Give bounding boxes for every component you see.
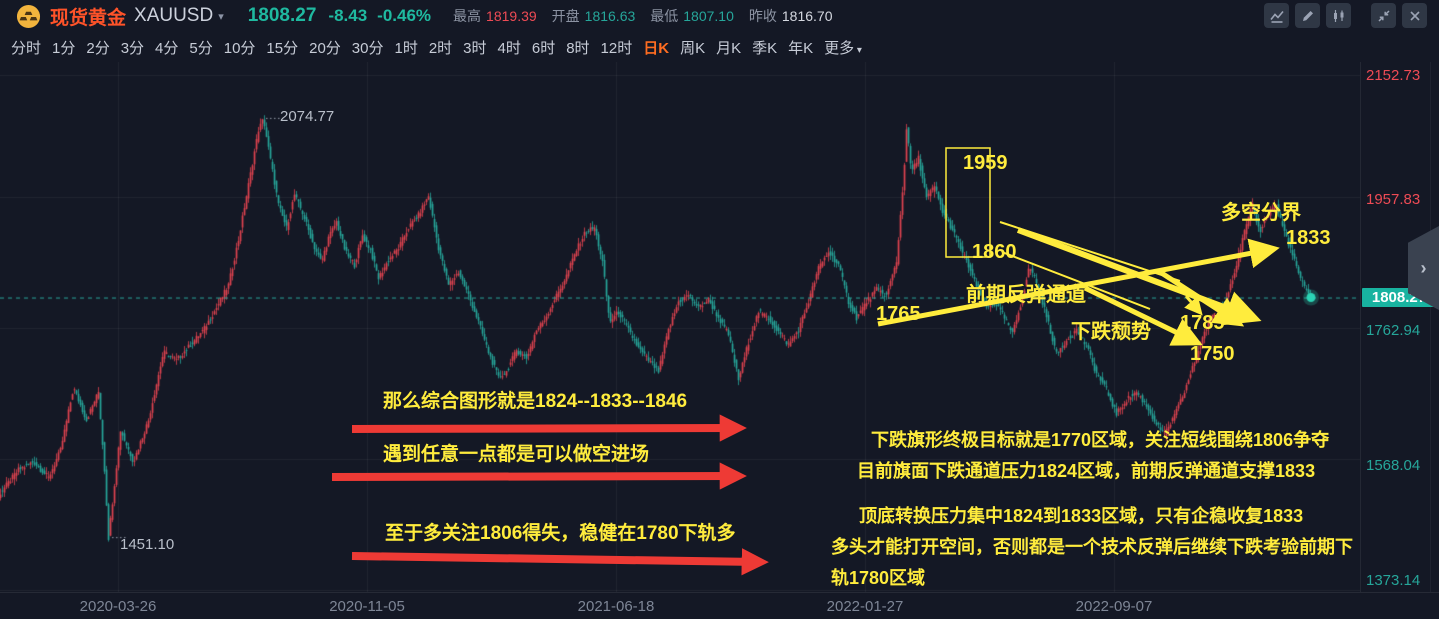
level-1750: 1750 (1190, 343, 1235, 365)
session-stats: 最高 1819.39 开盘 1816.63 最低 1807.10 昨收 1816.70 (453, 6, 847, 26)
tab-1分[interactable]: 1分 (52, 39, 76, 57)
price-axis-divider (1360, 62, 1361, 592)
downtrend-label: 下跌颓势 (1071, 321, 1151, 343)
symbol-name: 现货黄金 (50, 7, 127, 29)
note-top-bottom: 顶底转换压力集中1824到1833区域，只有企稳收复1833 (859, 506, 1304, 526)
stat-label: 昨收 (748, 8, 777, 24)
price-tick-1762.94: 1762.94 (1366, 322, 1421, 339)
tab-3分[interactable]: 3分 (120, 39, 145, 57)
stat-3: 昨收 1816.70 (749, 6, 833, 26)
draw-icon (1302, 10, 1313, 21)
note-rail-1780: 轨1780区域 (831, 568, 926, 588)
tab-6时[interactable]: 6时 (531, 39, 556, 57)
rebound-channel-label: 前期反弹通道 (966, 284, 1086, 306)
indicator-button[interactable] (1264, 3, 1289, 28)
stat-label: 开盘 (551, 8, 580, 24)
candle-style-icon (1333, 9, 1343, 22)
tab-分时[interactable]: 分时 (11, 39, 42, 57)
note-bulls-space: 多头才能打开空间，否则都是一个技术反弹后继续下跌考验前期下 (831, 537, 1353, 557)
right-edge-divider (1430, 62, 1431, 592)
date-tick-2020-03-26: 2020-03-26 (79, 598, 157, 615)
stat-value: 1819.39 (486, 8, 537, 24)
chart-toolbar (1258, 3, 1427, 28)
price-tick-1568.04: 1568.04 (1366, 457, 1421, 474)
note-combined-levels: 那么综合图形就是1824--1833--1846 (383, 391, 688, 412)
level-1833: 1833 (1286, 227, 1331, 249)
stat-1: 开盘 1816.63 (552, 6, 636, 26)
tab-日K[interactable]: 日K (643, 39, 670, 57)
tab-5分[interactable]: 5分 (189, 39, 213, 57)
tab-4分[interactable]: 4分 (155, 39, 179, 57)
note-flag-pressure: 目前旗面下跌通道压力1824区域，前期反弹通道支撑1833 (857, 461, 1316, 481)
collapse-button[interactable] (1371, 3, 1396, 28)
tab-more[interactable]: 更多 (824, 37, 862, 58)
tab-年K[interactable]: 年K (788, 39, 814, 57)
gold-logo-icon (16, 4, 41, 28)
close-button[interactable] (1402, 3, 1427, 28)
level-1860: 1860 (972, 241, 1017, 263)
tab-4时[interactable]: 4时 (497, 39, 521, 57)
chevron-right-icon: › (1420, 257, 1427, 278)
timeframe-tab-bar: 分时 1分 2分 3分 4分 5分 10分 15分 20分 30分 1时 2时 3时 4时 6时 8时 12时日… (0, 32, 1439, 62)
level-1765: 1765 (876, 303, 921, 325)
tab-12时[interactable]: 12时 (600, 39, 633, 57)
stat-label: 最高 (453, 8, 482, 24)
stat-value: 1816.63 (584, 8, 636, 24)
low-price-label: 1451.10 (120, 536, 175, 553)
note-flag-target: 下跌旗形终极目标就是1770区域，关注短线围绕1806争夺 (871, 430, 1330, 450)
tab-季K[interactable]: 季K (752, 39, 778, 57)
date-tick-2022-09-07: 2022-09-07 (1075, 598, 1153, 615)
symbol-header-bar: 现货黄金 XAUUSD 1808.27 -8.43 -0.46% 最高1819.… (0, 0, 1439, 32)
tab-15分[interactable]: 15分 (266, 39, 299, 57)
price-tick-2152.73: 2152.73 (1366, 67, 1421, 84)
tab-30分[interactable]: 30分 (351, 39, 384, 57)
time-axis[interactable]: 2020-03-26 2020-11-05 2021-06-18 2022-01-27… (0, 592, 1439, 619)
tab-月K[interactable]: 月K (716, 39, 742, 57)
note-short-entry: 遇到任意一点都是可以做空进场 (383, 444, 650, 465)
note-long-watch: 至于多关注1806得失，稳健在1780下轨多 (385, 523, 736, 544)
collapse-icon (1377, 9, 1390, 22)
stat-label: 最低 (650, 8, 679, 24)
stat-value: 1816.70 (781, 8, 833, 24)
price-tick-1373.14: 1373.14 (1366, 572, 1421, 589)
last-price: 1808.27 (247, 5, 317, 26)
tab-1时[interactable]: 1时 (394, 39, 418, 57)
symbol-dropdown-caret[interactable] (218, 10, 224, 23)
tab-3时[interactable]: 3时 (463, 39, 487, 57)
tab-2时[interactable]: 2时 (428, 39, 453, 57)
draw-button[interactable] (1295, 3, 1320, 28)
price-change: -8.43 (328, 6, 368, 25)
price-change-percent: -0.46% (377, 6, 432, 25)
stat-value: 1807.10 (683, 8, 734, 24)
symbol-code: XAUUSD (134, 5, 214, 26)
indicator-icon (1269, 10, 1284, 23)
level-1785: 1785 (1180, 312, 1225, 334)
tab-8时[interactable]: 8时 (566, 39, 590, 57)
peak-price-label: 2074.77 (280, 108, 335, 125)
tab-2分[interactable]: 2分 (86, 39, 110, 57)
date-tick-2022-01-27: 2022-01-27 (826, 598, 904, 615)
date-tick-2020-11-05: 2020-11-05 (329, 598, 405, 615)
candle-style-button[interactable] (1326, 3, 1351, 28)
close-icon (1409, 10, 1420, 21)
tab-周K[interactable]: 周K (680, 39, 706, 57)
bull-bear-divide-label: 多空分界 (1221, 202, 1301, 224)
tab-20分[interactable]: 20分 (309, 39, 341, 57)
stat-0: 最高 1819.39 (453, 6, 537, 26)
level-1959: 1959 (963, 152, 1008, 174)
price-tick-1957.83: 1957.83 (1366, 191, 1421, 208)
date-tick-2021-06-18: 2021-06-18 (577, 598, 655, 615)
stat-2: 最低 1807.10 (650, 6, 734, 26)
tab-10分[interactable]: 10分 (223, 39, 256, 57)
